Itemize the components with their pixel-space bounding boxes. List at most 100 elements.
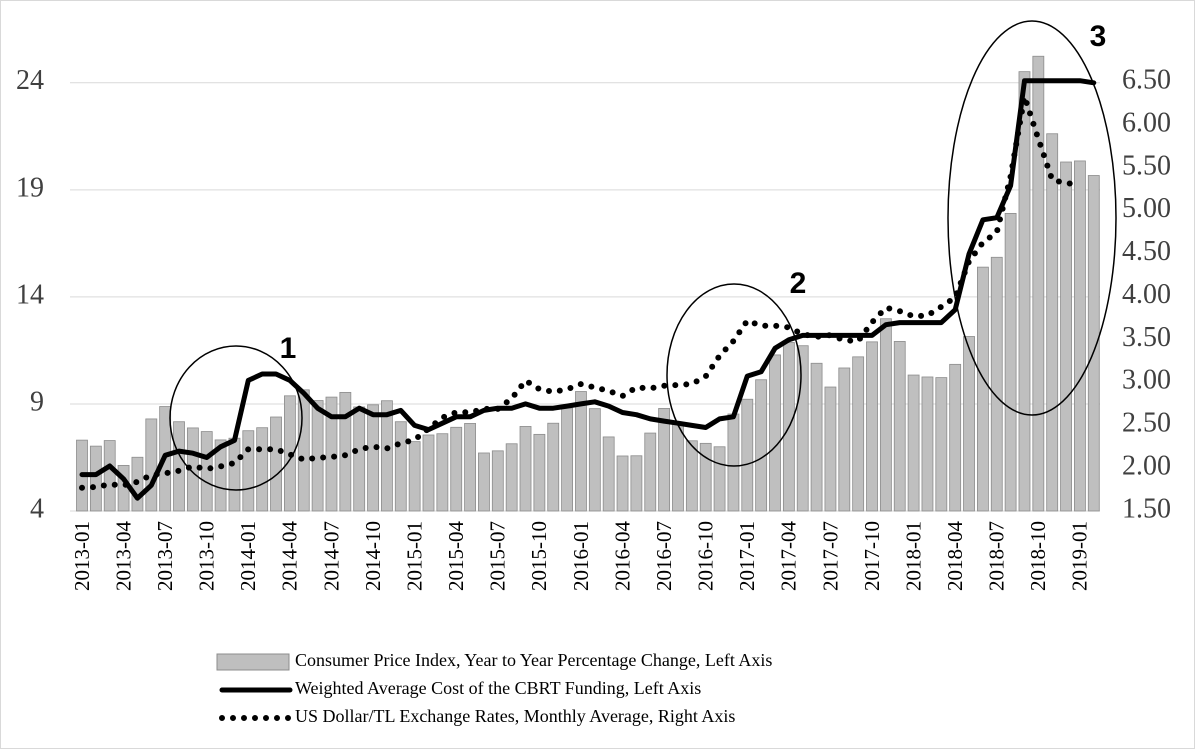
y2-tick-label: 2.50 [1122, 408, 1171, 439]
bar [963, 336, 975, 512]
bar [367, 404, 379, 512]
x-tick-label: 2014-01 [236, 521, 260, 591]
bar [173, 421, 185, 512]
line [79, 78, 1097, 501]
bar [450, 426, 463, 512]
annotation-label: 1 [280, 332, 297, 365]
x-tick-label: 2017-04 [777, 521, 801, 591]
bar [921, 376, 934, 512]
x-tick-label: 2017-01 [735, 521, 759, 591]
bar [658, 408, 671, 512]
bar [838, 367, 851, 512]
x-tick-label: 2013-04 [111, 521, 135, 591]
bar [796, 345, 809, 512]
x-tick-label: 2018-10 [1026, 521, 1050, 591]
bar [713, 446, 726, 512]
x-tick-label: 2016-07 [652, 521, 676, 591]
bar [519, 426, 532, 512]
legend-swatch [216, 653, 290, 671]
y-tick-label: 9 [30, 386, 44, 417]
x-tick-label: 2018-01 [901, 521, 925, 591]
bar [879, 318, 892, 512]
y2-tick-label: 3.00 [1122, 365, 1171, 396]
x-tick-label: 2017-07 [818, 521, 842, 591]
bar [145, 418, 158, 512]
bar [353, 406, 366, 512]
x-tick-label: 2013-10 [195, 521, 219, 591]
bar [741, 398, 754, 512]
bar [672, 423, 684, 512]
bar [685, 440, 698, 512]
bar [325, 396, 338, 512]
bar [949, 363, 962, 512]
bar [644, 432, 657, 512]
annotation-label: 3 [1090, 20, 1107, 53]
bar [561, 407, 573, 512]
y-tick-label: 14 [16, 279, 44, 310]
y2-tick-label: 4.00 [1122, 279, 1171, 310]
legend-label: US Dollar/TL Exchange Rates, Monthly Ave… [295, 706, 735, 726]
x-tick-label: 2014-04 [278, 521, 302, 591]
bar [699, 442, 712, 512]
bar [505, 443, 518, 512]
annotation-ellipse [666, 283, 802, 467]
bar [602, 436, 615, 512]
bar [630, 455, 643, 512]
bar [810, 362, 823, 512]
annotation-label: 2 [790, 267, 807, 300]
bar [200, 431, 213, 512]
y-tick-label: 24 [16, 65, 44, 96]
bar [893, 341, 906, 512]
bar [436, 433, 449, 512]
y2-tick-label: 6.50 [1122, 64, 1171, 95]
bar [1046, 133, 1059, 512]
y2-tick-label: 6.00 [1122, 107, 1171, 138]
x-tick-label: 2017-10 [860, 521, 884, 591]
bar [228, 437, 241, 512]
bar [588, 408, 601, 512]
x-tick-label: 2013-01 [70, 521, 94, 591]
bar [422, 434, 435, 512]
x-tick-label: 2015-04 [444, 521, 468, 591]
y2-tick-label: 5.00 [1122, 193, 1171, 224]
x-tick-label: 2018-07 [985, 521, 1009, 591]
bar [616, 455, 629, 512]
x-tick-label: 2015-10 [527, 521, 551, 591]
bar [769, 354, 781, 512]
bar [1087, 175, 1100, 512]
x-tick-label: 2013-07 [153, 521, 177, 591]
bar [297, 389, 310, 512]
y2-tick-label: 1.50 [1122, 493, 1171, 524]
bar [242, 430, 255, 512]
legend-label: Weighted Average Cost of the CBRT Fundin… [295, 678, 701, 698]
bar [491, 450, 504, 512]
bar [755, 379, 768, 512]
x-tick-label: 2018-04 [943, 521, 967, 591]
annotation-ellipse [947, 20, 1117, 416]
bar [1074, 160, 1086, 512]
y2-tick-label: 2.00 [1122, 451, 1171, 482]
x-tick-label: 2014-10 [361, 521, 385, 591]
x-tick-label: 2016-10 [694, 521, 718, 591]
bar [824, 386, 837, 512]
bar [866, 341, 878, 512]
bar [270, 416, 282, 512]
bar [256, 427, 269, 512]
x-tick-label: 2015-01 [402, 521, 426, 591]
bar [977, 266, 989, 512]
bar [852, 356, 865, 512]
bar [990, 256, 1003, 512]
bar [935, 377, 948, 512]
x-tick-label: 2016-04 [610, 521, 634, 591]
bar [1004, 212, 1017, 512]
bar [408, 441, 421, 512]
bar [89, 445, 102, 512]
bar [1032, 55, 1045, 512]
bar [214, 439, 227, 512]
bar [575, 391, 587, 512]
bar [907, 374, 920, 512]
y2-tick-label: 3.50 [1122, 322, 1171, 353]
bar [103, 440, 116, 512]
bar [394, 421, 407, 512]
